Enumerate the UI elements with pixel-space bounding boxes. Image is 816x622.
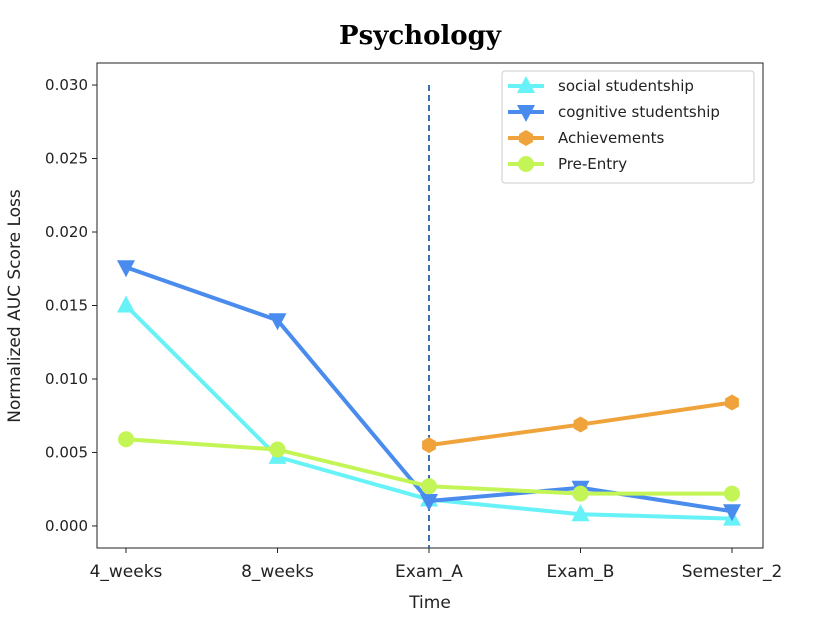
data-point [572,485,589,502]
legend-marker [519,130,533,146]
data-point [573,416,588,433]
x-tick-label: Semester_2 [682,562,783,582]
x-tick-label: Exam_B [547,562,615,582]
data-point [571,504,590,522]
y-tick-label: 0.025 [45,150,88,168]
legend-label: social studentship [558,77,694,95]
series-achievements [422,394,739,454]
x-tick-label: Exam_A [395,562,463,582]
legend-marker [517,76,535,93]
data-point [118,431,134,448]
data-point [268,313,287,331]
data-point [723,504,741,522]
data-point [117,260,135,278]
y-tick-label: 0.015 [45,297,88,315]
legend-marker [517,105,535,122]
y-tick-label: 0.020 [45,223,88,241]
y-axis-label: Normalized AUC Score Loss [5,189,25,423]
data-point [725,394,739,411]
series-pre-entry [118,431,740,502]
legend: social studentship cognitive studentship A… [501,70,755,184]
x-tick-label: 4_weeks [90,562,163,582]
y-tick-label: 0.030 [45,76,88,94]
legend-label: Achievements [558,129,664,147]
data-point [117,295,135,313]
data-point [421,478,437,495]
y-tick-label: 0.005 [45,443,88,461]
data-point [422,437,436,454]
data-point [269,441,286,458]
x-tick-label: 8_weeks [241,562,314,582]
legend-marker [518,156,534,172]
chart-title: Psychology [339,21,502,51]
data-point [420,493,438,511]
legend-label: Pre-Entry [558,155,627,173]
data-point [724,485,740,502]
x-axis-label: Time [408,593,451,613]
y-tick-label: 0.010 [45,370,88,388]
legend-label: cognitive studentship [558,103,720,121]
legend-box [501,70,755,184]
y-tick-label: 0.000 [45,517,88,535]
